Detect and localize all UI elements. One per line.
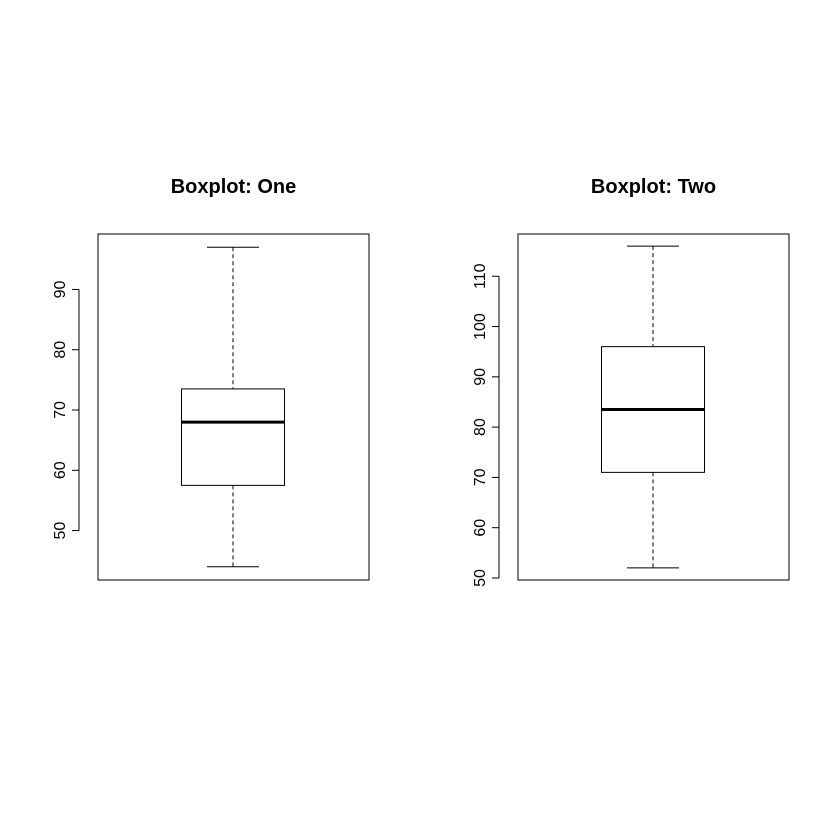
iqr-box: [181, 388, 285, 486]
y-tick-label: 70: [472, 468, 489, 486]
chart-title: Boxplot: One: [171, 176, 297, 198]
plot-frame: [517, 233, 790, 581]
chart-title: Boxplot: Two: [591, 176, 716, 198]
y-tick-label: 60: [472, 519, 489, 537]
y-tick-label: 50: [472, 569, 489, 587]
y-tick-label: 80: [52, 341, 69, 359]
y-tick-label: 70: [52, 401, 69, 419]
y-tick-label: 60: [52, 461, 69, 479]
boxplot-panel-two: Boxplot: Two 50 60 70 80 90 100 110: [472, 176, 790, 587]
y-tick-label: 80: [472, 418, 489, 436]
y-tick-label: 110: [472, 263, 489, 289]
plot-frame: [97, 233, 370, 581]
y-tick-label: 100: [472, 313, 489, 340]
y-tick-label: 90: [52, 280, 69, 298]
boxplot-panel-one: Boxplot: One 50 60 70 80 90: [52, 176, 370, 581]
y-tick-label: 50: [52, 522, 69, 540]
y-tick-label: 90: [472, 368, 489, 386]
